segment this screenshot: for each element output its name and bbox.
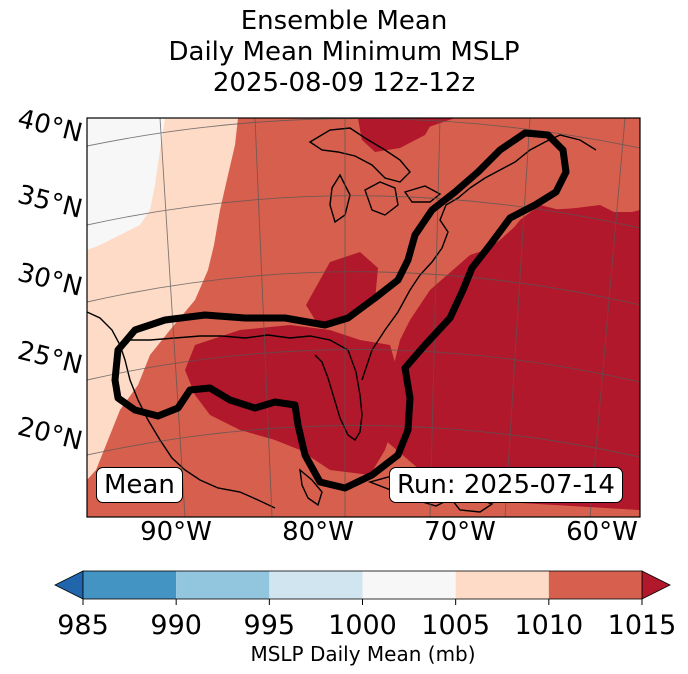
colorbar: 985 990 995 1000 1005 1010 1015 MSLP Daily Mea… <box>54 570 677 666</box>
colorbar-tick-label: 1010 <box>514 610 583 641</box>
ensemble-contour <box>111 129 570 492</box>
title-line-2: Daily Mean Minimum MSLP <box>168 37 520 67</box>
colorbar-tick-label: 1005 <box>421 610 490 641</box>
colorbar-tick-label: 990 <box>150 610 202 641</box>
mslp-core-gulf <box>185 325 400 475</box>
map-title: Ensemble Mean Daily Mean Minimum MSLP 20… <box>0 6 688 99</box>
colorbar-tick-label: 1015 <box>608 610 677 641</box>
title-line-3: 2025-08-09 12z-12z <box>212 68 476 98</box>
mslp-field-1000-1005 <box>87 118 165 250</box>
lat-label: 20°N <box>15 412 86 457</box>
colorbar-tick-label: 985 <box>57 610 109 641</box>
colorbar-overflow-arrow <box>641 570 671 600</box>
colorbar-tick-label: 1000 <box>328 610 397 641</box>
colorbar-bin <box>269 571 363 599</box>
map-panel <box>87 118 640 517</box>
longitude-labels: 90°W 80°W 70°W 60°W <box>140 517 638 547</box>
coastlines <box>87 127 597 513</box>
lon-label: 60°W <box>566 517 638 547</box>
colorbar-tick-label: 995 <box>244 610 296 641</box>
lat-label: 40°N <box>15 104 86 149</box>
colorbar-underflow-arrow <box>54 570 84 600</box>
mslp-core-north <box>358 118 435 152</box>
colorbar-bin <box>548 571 642 599</box>
map-frame <box>86 117 641 518</box>
title-line-1: Ensemble Mean <box>240 6 448 36</box>
run-date-badge: Run: 2025-07-14 <box>389 467 623 503</box>
lat-label: 30°N <box>15 258 86 303</box>
colorbar-bin <box>176 571 270 599</box>
lat-label: 25°N <box>15 336 86 381</box>
lon-label: 90°W <box>140 517 212 547</box>
colorbar-bin <box>83 571 177 599</box>
colorbar-bin <box>455 571 549 599</box>
colorbar-bin <box>362 571 456 599</box>
mslp-core-atlantic <box>395 208 640 510</box>
lat-label: 35°N <box>15 180 86 225</box>
colorbar-label: MSLP Daily Mean (mb) <box>250 642 475 666</box>
mean-badge: Mean <box>96 467 183 503</box>
latitude-labels: 40°N 35°N 30°N 25°N 20°N <box>15 104 86 457</box>
lon-label: 70°W <box>424 517 496 547</box>
lon-label: 80°W <box>282 517 354 547</box>
